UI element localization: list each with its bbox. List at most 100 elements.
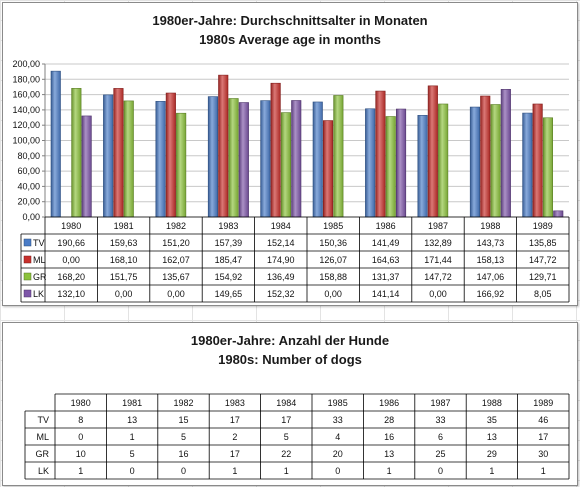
- data-label: 185,47: [215, 255, 243, 265]
- bar-tv-1988[interactable]: [469, 106, 481, 218]
- table-cell: 0: [181, 466, 186, 476]
- bar-tv-1984[interactable]: [260, 100, 271, 218]
- bar-lk-1980[interactable]: [81, 115, 92, 218]
- y-tick-label: 0,00: [22, 212, 40, 222]
- category-label: 1982: [173, 398, 193, 408]
- category-label: 1982: [166, 221, 186, 231]
- bar-tv-1987[interactable]: [417, 115, 428, 218]
- dog-count-chart[interactable]: 1980er-Jahre: Anzahl der Hunde 1980s: Nu…: [2, 322, 578, 486]
- data-label: 168,20: [57, 272, 85, 282]
- table-cell: 1: [232, 466, 237, 476]
- category-label: 1986: [376, 221, 396, 231]
- category-label: 1987: [430, 398, 450, 408]
- y-tick-label: 20,00: [17, 197, 40, 207]
- bar-gr-1980[interactable]: [71, 88, 82, 218]
- table-cell: 28: [384, 415, 394, 425]
- bar-lk-1989[interactable]: [553, 210, 564, 218]
- data-label: 141,14: [372, 289, 400, 299]
- table-cell: 46: [538, 415, 548, 425]
- bar-gr-1988[interactable]: [490, 104, 501, 218]
- table-cell: 0: [78, 432, 83, 442]
- data-label: 147,06: [477, 272, 505, 282]
- bar-gr-1986[interactable]: [385, 116, 396, 218]
- bar-gr-1987[interactable]: [438, 103, 449, 218]
- bar-ml-1982[interactable]: [165, 92, 176, 218]
- y-tick-label: 140,00: [12, 105, 40, 115]
- bar-tv-1982[interactable]: [155, 101, 166, 218]
- y-tick-label: 200,00: [12, 59, 40, 69]
- bar-ml-1989[interactable]: [532, 103, 543, 218]
- data-label: 159,63: [110, 238, 138, 248]
- y-tick-label: 60,00: [17, 166, 40, 176]
- data-label: 162,07: [162, 255, 190, 265]
- table-cell: 33: [333, 415, 343, 425]
- bar-gr-1982[interactable]: [176, 112, 187, 218]
- table-cell: 29: [487, 449, 497, 459]
- table-cell: 1: [541, 466, 546, 476]
- category-label: 1985: [328, 398, 348, 408]
- dog-count-chart-subtitle: 1980s: Number of dogs: [218, 352, 362, 367]
- data-label: 0,00: [115, 289, 133, 299]
- bar-ml-1988[interactable]: [480, 95, 491, 218]
- category-label: 1984: [276, 398, 296, 408]
- legend-key-gr: [23, 272, 32, 281]
- bar-tv-1985[interactable]: [312, 101, 323, 218]
- data-label: 0,00: [167, 289, 185, 299]
- data-label: 129,71: [529, 272, 557, 282]
- category-label: 1989: [533, 221, 553, 231]
- bar-lk-1983[interactable]: [238, 102, 249, 218]
- category-label: 1981: [114, 221, 134, 231]
- bar-ml-1985[interactable]: [322, 120, 334, 218]
- bar-lk-1988[interactable]: [500, 89, 511, 218]
- bar-ml-1983[interactable]: [218, 74, 229, 218]
- data-label: 174,90: [267, 255, 295, 265]
- average-age-chart[interactable]: 1980er-Jahre: Durchschnittsalter in Mona…: [2, 2, 578, 306]
- table-cell: 33: [435, 415, 445, 425]
- table-cell: 1: [489, 466, 494, 476]
- data-label: 171,44: [424, 255, 452, 265]
- data-label: 149,65: [215, 289, 243, 299]
- data-label: 190,66: [57, 238, 85, 248]
- data-label: 157,39: [215, 238, 243, 248]
- table-cell: 5: [130, 449, 135, 459]
- bar-tv-1983[interactable]: [207, 96, 218, 218]
- bar-tv-1989[interactable]: [522, 112, 533, 218]
- data-label: 0,00: [62, 255, 80, 265]
- bar-gr-1984[interactable]: [280, 112, 292, 218]
- data-label: 152,14: [267, 238, 295, 248]
- bar-tv-1980[interactable]: [50, 70, 61, 218]
- table-cell: 17: [281, 415, 291, 425]
- table-cell: 30: [538, 449, 548, 459]
- bar-tv-1981[interactable]: [103, 94, 114, 218]
- bar-lk-1986[interactable]: [395, 108, 407, 218]
- bar-ml-1987[interactable]: [427, 85, 438, 218]
- table-cell: 15: [178, 415, 188, 425]
- y-tick-label: 160,00: [12, 90, 40, 100]
- bar-tv-1986[interactable]: [365, 108, 376, 218]
- y-tick-label: 40,00: [17, 181, 40, 191]
- table-cell: 13: [384, 449, 394, 459]
- data-label: 141,49: [372, 238, 400, 248]
- category-label: 1986: [379, 398, 399, 408]
- bar-gr-1983[interactable]: [228, 98, 239, 218]
- data-label: 168,10: [110, 255, 138, 265]
- bar-lk-1984[interactable]: [291, 100, 302, 218]
- bar-gr-1989[interactable]: [542, 117, 554, 218]
- bar-ml-1986[interactable]: [375, 90, 386, 218]
- row-label-gr: GR: [36, 449, 50, 459]
- data-label: 158,88: [319, 272, 347, 282]
- table-cell: 0: [335, 466, 340, 476]
- bar-ml-1984[interactable]: [270, 82, 281, 218]
- table-cell: 35: [487, 415, 497, 425]
- data-label: 164,63: [372, 255, 400, 265]
- table-cell: 10: [76, 449, 86, 459]
- category-label: 1988: [482, 398, 502, 408]
- table-cell: 20: [333, 449, 343, 459]
- data-label: 151,20: [162, 238, 190, 248]
- average-age-chart-subtitle: 1980s Average age in months: [199, 32, 381, 47]
- data-label: 147,72: [529, 255, 557, 265]
- bar-ml-1981[interactable]: [113, 88, 124, 218]
- table-cell: 16: [384, 432, 394, 442]
- bar-gr-1981[interactable]: [123, 100, 134, 218]
- bar-gr-1985[interactable]: [333, 95, 344, 218]
